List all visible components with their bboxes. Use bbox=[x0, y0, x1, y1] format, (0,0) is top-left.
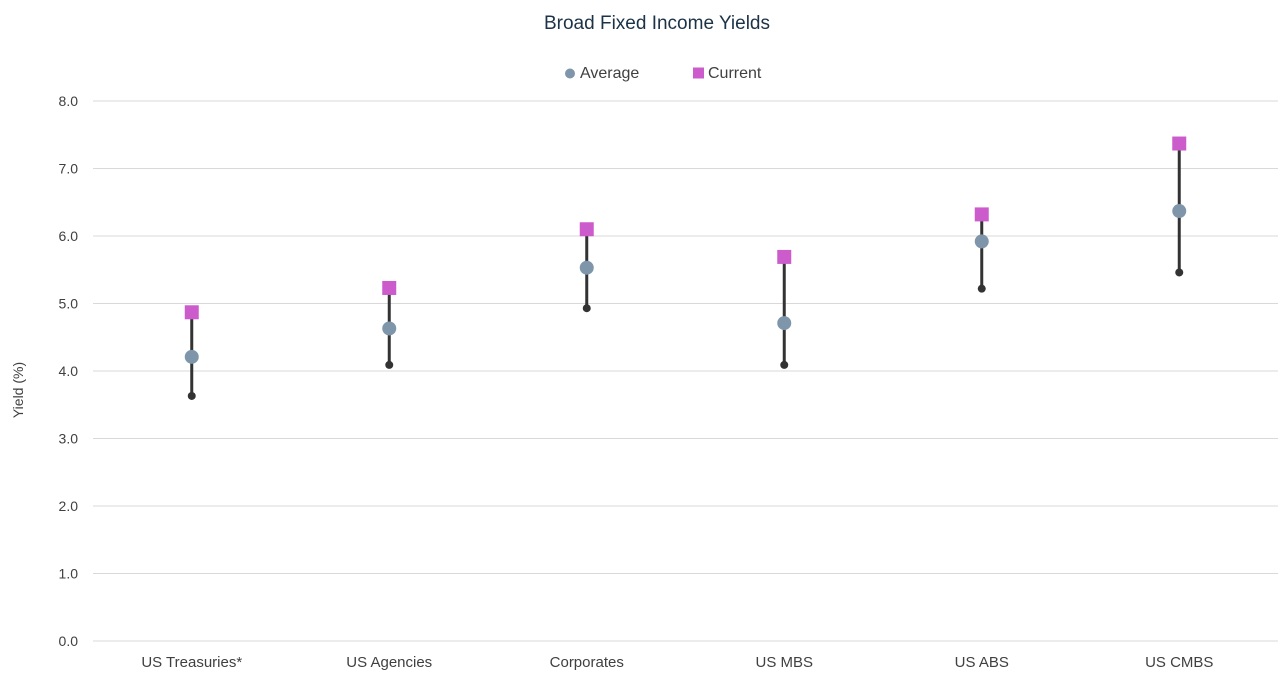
chart-title: Broad Fixed Income Yields bbox=[544, 13, 770, 34]
range-lines bbox=[187, 137, 1184, 400]
y-tick-label: 6.0 bbox=[59, 228, 79, 244]
y-tick-label: 4.0 bbox=[59, 363, 79, 379]
legend-current-marker bbox=[693, 67, 704, 79]
range-low-marker bbox=[977, 284, 986, 293]
legend-average-marker bbox=[565, 68, 575, 79]
average-point bbox=[1172, 204, 1187, 219]
x-tick-label: US ABS bbox=[955, 654, 1009, 670]
legend-current-label: Current bbox=[708, 65, 762, 82]
y-axis-label: Yield (%) bbox=[10, 362, 26, 418]
current-point bbox=[1172, 136, 1187, 151]
average-point bbox=[382, 321, 397, 336]
y-axis-ticks: 0.0 1.0 2.0 3.0 4.0 5.0 6.0 7.0 8.0 bbox=[59, 93, 79, 649]
data-markers bbox=[184, 136, 1187, 364]
average-point bbox=[579, 260, 594, 275]
y-tick-label: 2.0 bbox=[59, 498, 79, 514]
gridlines bbox=[93, 100, 1278, 642]
x-tick-label: US Agencies bbox=[346, 654, 432, 670]
current-point bbox=[974, 207, 989, 222]
average-point bbox=[777, 316, 792, 331]
current-point bbox=[579, 222, 594, 237]
y-tick-label: 7.0 bbox=[59, 161, 79, 177]
legend: Average Current bbox=[565, 65, 762, 82]
y-tick-label: 0.0 bbox=[59, 633, 79, 649]
range-low-marker bbox=[1175, 268, 1184, 277]
current-point bbox=[382, 280, 397, 295]
y-tick-label: 8.0 bbox=[59, 93, 79, 109]
range-low-marker bbox=[385, 360, 394, 369]
x-tick-label: Corporates bbox=[550, 654, 624, 670]
average-point bbox=[184, 349, 199, 364]
y-tick-label: 5.0 bbox=[59, 296, 79, 312]
x-axis-ticks: US Treasuries* US Agencies Corporates US MB… bbox=[141, 654, 1213, 671]
legend-average-label: Average bbox=[580, 65, 639, 82]
current-point bbox=[184, 305, 199, 320]
range-low-marker bbox=[582, 304, 591, 313]
y-tick-label: 1.0 bbox=[59, 566, 79, 582]
average-point bbox=[974, 234, 989, 249]
current-point bbox=[777, 249, 792, 264]
range-low-marker bbox=[780, 360, 789, 369]
x-tick-label: US Treasuries* bbox=[141, 654, 242, 670]
x-tick-label: US MBS bbox=[755, 654, 813, 670]
x-tick-label: US CMBS bbox=[1145, 654, 1213, 670]
range-low-marker bbox=[187, 391, 196, 400]
y-tick-label: 3.0 bbox=[59, 431, 79, 447]
